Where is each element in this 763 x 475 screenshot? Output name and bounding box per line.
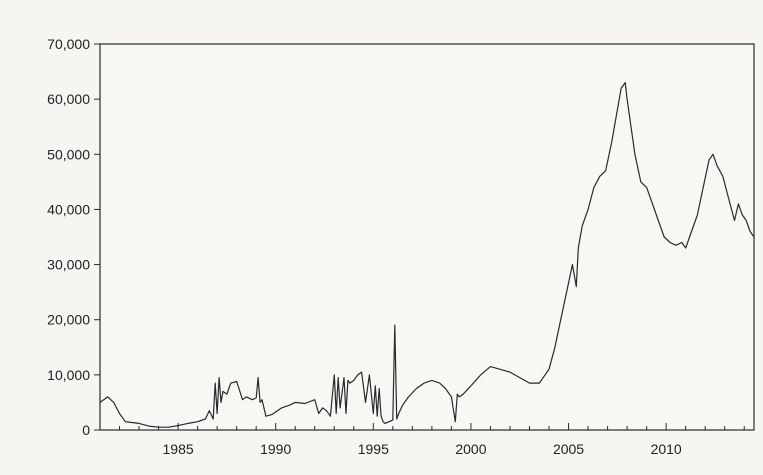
y-tick-label: 30,000 [47,257,90,273]
y-tick-label: 50,000 [47,146,90,162]
x-tick-label: 2000 [455,441,486,457]
x-tick-label: 2005 [553,441,584,457]
y-tick-label: 10,000 [47,367,90,383]
y-tick-label: 0 [82,422,90,438]
x-tick-label: 1985 [163,441,194,457]
y-tick-label: 60,000 [47,91,90,107]
x-tick-label: 1990 [260,441,291,457]
x-axis: 1985 1990 1995 2000 2005 2010 [99,423,745,457]
y-axis: 0 10,000 20,000 30,000 40,000 50,000 60,000 70,… [47,36,100,438]
plot-frame [99,43,755,431]
y-tick-label: 40,000 [47,201,90,217]
series-line [99,81,755,428]
y-tick-label: 70,000 [47,36,90,52]
x-tick-label: 2010 [651,441,682,457]
y-tick-label: 20,000 [47,312,90,328]
x-tick-label: 1995 [358,441,389,457]
